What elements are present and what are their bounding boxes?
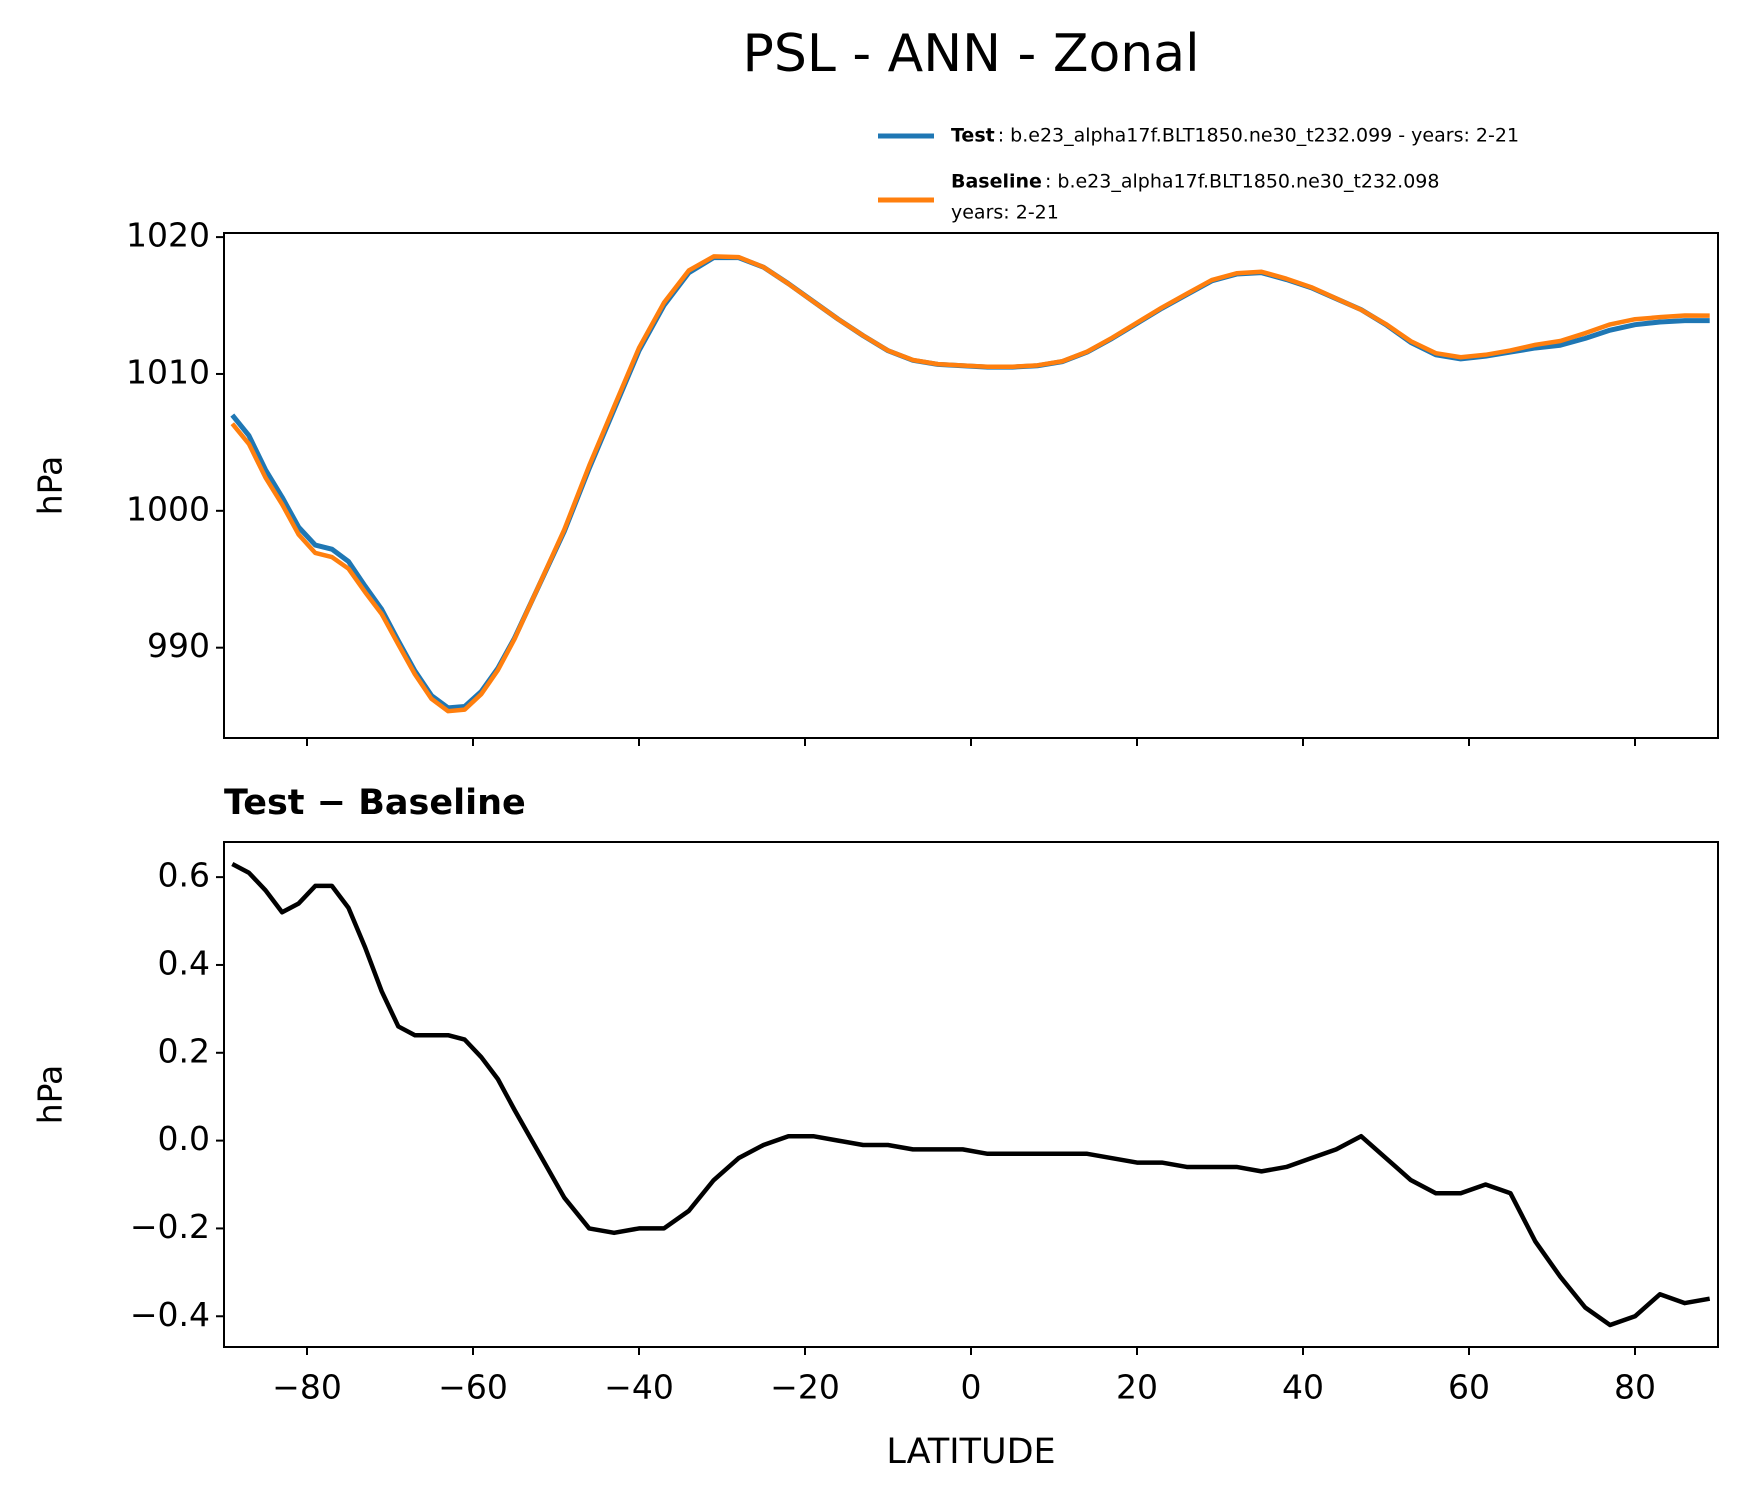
legend-name: Test [951,125,995,147]
figure-title: PSL - ANN - Zonal [742,24,1199,84]
y-axis-label: hPa [31,456,70,516]
axes-frame [223,841,1719,1348]
plot-area [230,254,1710,714]
x-tick-label: 60 [1448,1368,1490,1407]
y-axis-label: hPa [31,1065,70,1125]
y-tick-label: 0.4 [158,943,210,982]
y-tick-label: 1010 [126,352,210,391]
series-line [230,254,1710,714]
y-tick-label: 0.0 [158,1119,210,1158]
x-axis-label: LATITUDE [886,1432,1055,1472]
subplot-title: Test − Baseline [224,783,526,823]
series-line [231,861,1711,1328]
legend-description: : b.e23_alpha17f.BLT1850.ne30_t232.099 -… [998,125,1519,147]
y-tick-label: −0.4 [130,1295,210,1334]
y-tick-label: 0.6 [158,856,210,895]
y-tick-label: 1020 [126,216,210,255]
x-tick-label: 0 [961,1368,982,1407]
x-tick-label: −20 [770,1368,840,1407]
x-tick-label: 80 [1614,1368,1656,1407]
y-tick-label: 990 [147,626,210,665]
x-tick-label: −60 [438,1368,508,1407]
x-tick-label: 40 [1282,1368,1324,1407]
legend-name: Baseline [951,171,1042,193]
x-tick-label: 20 [1116,1368,1158,1407]
y-tick-label: 1000 [126,489,210,528]
y-tick-label: −0.2 [130,1207,210,1246]
plot-area [231,861,1711,1328]
axes-frame [223,232,1719,739]
y-tick-label: 0.2 [158,1031,210,1070]
legend-description: : b.e23_alpha17f.BLT1850.ne30_t232.098 [1045,171,1440,193]
legend-description: years: 2-21 [951,202,1059,224]
x-tick-label: −80 [272,1368,342,1407]
x-tick-label: −40 [604,1368,674,1407]
